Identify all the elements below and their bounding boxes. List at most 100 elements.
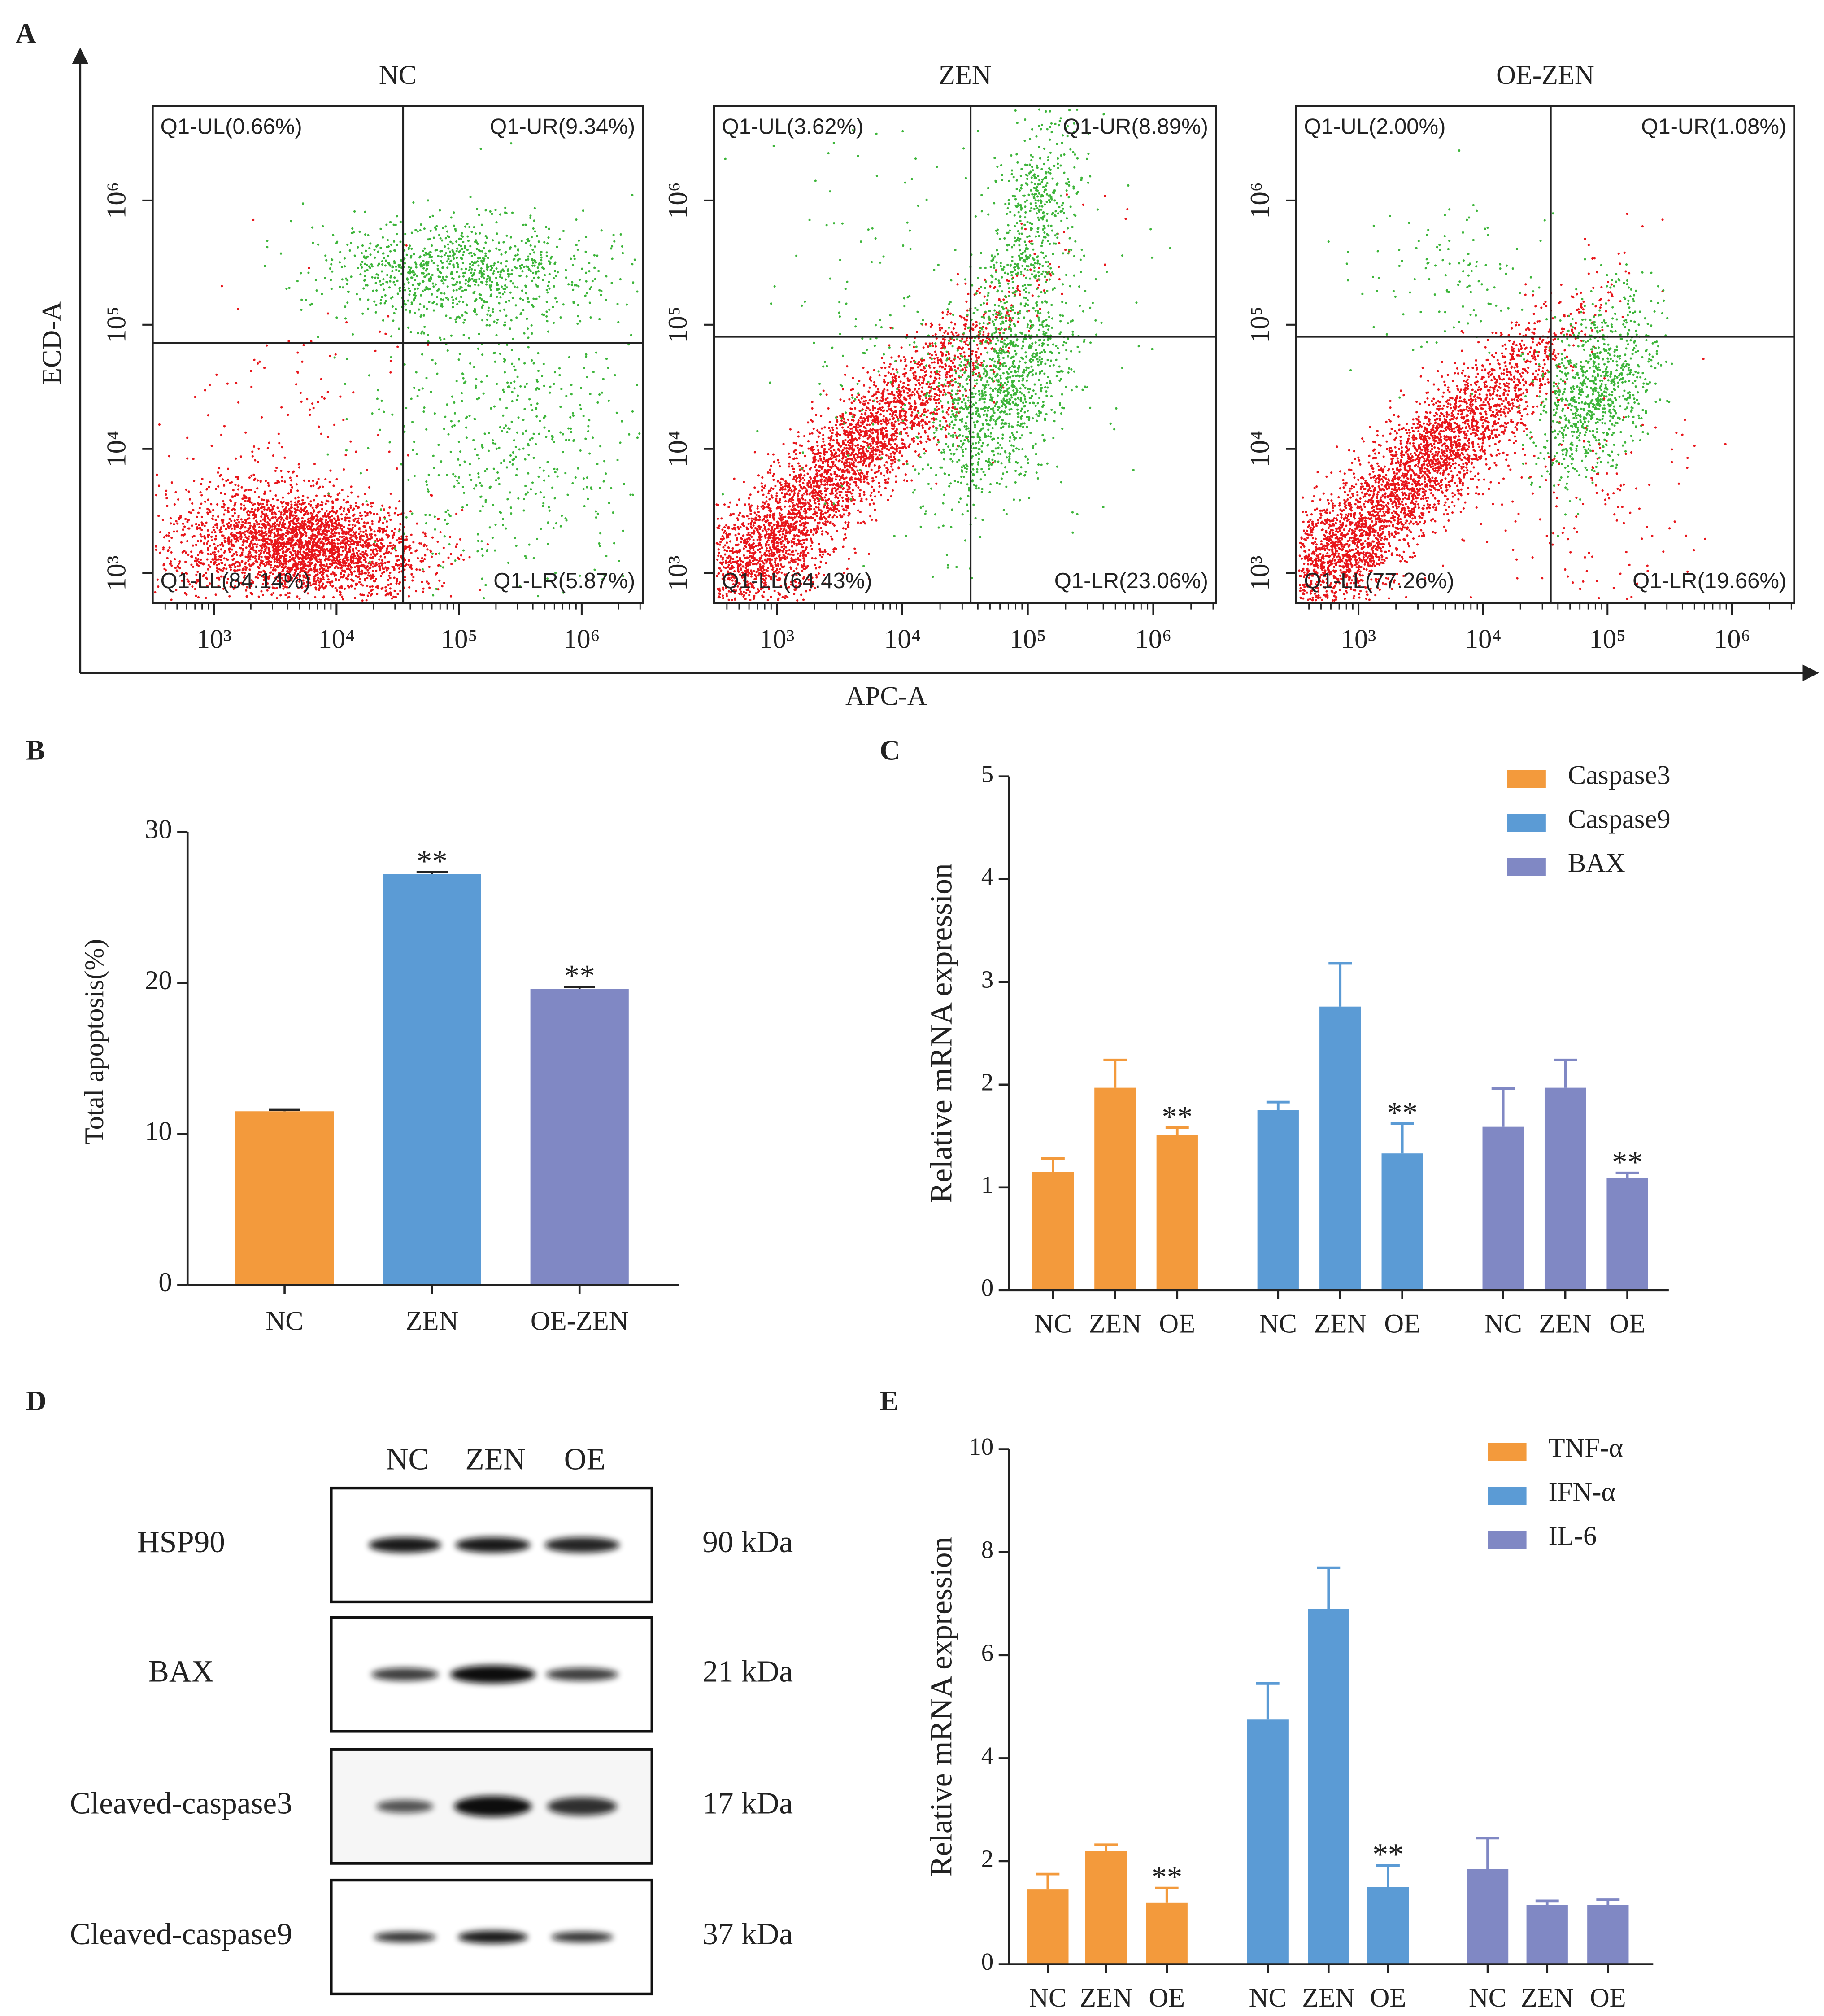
error-bar [1256, 1682, 1280, 1720]
error-bar [1376, 1864, 1400, 1887]
quadrant-label: Q1-UR(1.08%) [1641, 115, 1786, 139]
x-tick-label: 10⁶ [1135, 624, 1172, 655]
bar [1319, 1006, 1361, 1290]
y-tick-label: 10³ [1245, 555, 1275, 591]
x-tick-label: ZEN [1314, 1309, 1367, 1339]
bar [1027, 1889, 1069, 1964]
y-tick-label: 10⁶ [663, 182, 693, 219]
event-cloud [1298, 212, 1664, 602]
y-tick-label: 10⁴ [663, 431, 693, 467]
x-tick-label: 10³ [196, 624, 232, 655]
y-tick-label: 0 [981, 1274, 993, 1301]
bar [1032, 1172, 1074, 1290]
event-cloud [154, 432, 489, 602]
significance: ** [1162, 1100, 1193, 1134]
x-tick-label: OE [1384, 1309, 1420, 1339]
significance: ** [1612, 1144, 1643, 1179]
y-tick-label: 10⁴ [101, 431, 131, 467]
x-tick-label: 10⁵ [441, 624, 478, 655]
error-bar [1036, 1872, 1060, 1890]
blot-band [455, 1537, 531, 1553]
bar [383, 874, 481, 1285]
y-axis-label: ECD-A [37, 301, 67, 384]
bar [1146, 1902, 1188, 1964]
blot-band [376, 1800, 434, 1813]
legend-label: BAX [1568, 848, 1625, 878]
y-tick-label: 4 [981, 1742, 993, 1769]
x-tick-label: OE [1149, 1983, 1185, 2013]
x-tick-label: NC [1034, 1309, 1072, 1339]
legend-label: IL-6 [1549, 1521, 1597, 1551]
plot-title: OE-ZEN [1496, 60, 1594, 90]
error-bar [1317, 1566, 1341, 1609]
x-tick-label: OE [1370, 1983, 1406, 2013]
quadrant-label: Q1-LR(19.66%) [1632, 569, 1786, 593]
quadrant-label: Q1-UR(8.89%) [1063, 115, 1208, 139]
y-tick-label: 5 [981, 760, 993, 787]
lane-label: NC [386, 1441, 429, 1476]
x-tick-label: NC [266, 1306, 303, 1336]
legend-swatch [1507, 858, 1546, 876]
x-tick-label: 10⁴ [1465, 624, 1502, 655]
legend-label: IFN-α [1549, 1477, 1615, 1507]
y-tick-label: 30 [145, 815, 172, 845]
quadrant-label: Q1-LR(23.06%) [1054, 569, 1208, 593]
error-bar [1491, 1087, 1515, 1127]
x-tick-label: ZEN [1302, 1983, 1355, 2013]
bar [235, 1111, 334, 1285]
event-cloud [158, 218, 430, 598]
x-tick-label: 10³ [759, 624, 795, 655]
x-tick-label: ZEN [406, 1306, 459, 1336]
legend-swatch [1507, 814, 1546, 832]
quadrant-label: Q1-LL(77.26%) [1304, 569, 1454, 593]
panel-label: C [879, 734, 900, 766]
y-tick-label: 10⁵ [101, 306, 131, 343]
error-bar [1596, 1898, 1620, 1905]
error-bar [1328, 962, 1352, 1007]
blot-band [371, 1668, 439, 1681]
plot-title: NC [379, 60, 417, 90]
x-tick-label: OE-ZEN [531, 1306, 629, 1336]
x-tick-label: ZEN [1088, 1309, 1141, 1339]
error-bar [1041, 1157, 1065, 1172]
blot-band [547, 1797, 617, 1815]
y-tick-label: 10³ [663, 555, 693, 591]
error-bar [1476, 1837, 1500, 1869]
significance: ** [564, 958, 595, 993]
lane-label: OE [564, 1441, 605, 1476]
bar [1606, 1178, 1648, 1290]
y-axis-label: Total apoptosis(%) [79, 939, 109, 1144]
error-bar [1554, 1058, 1577, 1088]
size-label: 17 kDa [702, 1786, 793, 1820]
bar [1467, 1869, 1509, 1964]
protein-label: BAX [148, 1654, 214, 1688]
x-tick-label: ZEN [1080, 1983, 1132, 2013]
y-tick-label: 10 [145, 1117, 172, 1147]
quadrant-label: Q1-UL(0.66%) [161, 115, 302, 139]
y-tick-label: 10 [969, 1433, 993, 1460]
legend-label: Caspase3 [1568, 760, 1671, 790]
bar [1526, 1905, 1568, 1964]
quadrant-label: Q1-LL(64.43%) [722, 569, 872, 593]
event-cloud [715, 193, 1129, 602]
event-cloud [154, 474, 349, 601]
x-tick-label: ZEN [1521, 1983, 1574, 2013]
plot-frame [713, 105, 1217, 604]
bar [1156, 1135, 1198, 1290]
x-tick-label: NC [1484, 1309, 1522, 1339]
event-cloud [715, 484, 878, 602]
panel-label: A [16, 17, 36, 49]
y-tick-label: 10⁵ [663, 306, 693, 343]
plot-frame [1295, 105, 1795, 604]
legend-swatch [1488, 1487, 1527, 1505]
bar [530, 989, 629, 1285]
significance: ** [1151, 1859, 1182, 1894]
quadrant-label: Q1-LR(5.87%) [493, 569, 635, 593]
error-bar [1535, 1899, 1559, 1905]
quadrant-label: Q1-UR(9.34%) [490, 115, 635, 139]
size-label: 90 kDa [702, 1524, 793, 1559]
blot-band [551, 1932, 614, 1942]
x-tick-label: 10⁵ [1010, 624, 1046, 655]
error-bar [1103, 1058, 1127, 1088]
bar [1587, 1905, 1629, 1964]
